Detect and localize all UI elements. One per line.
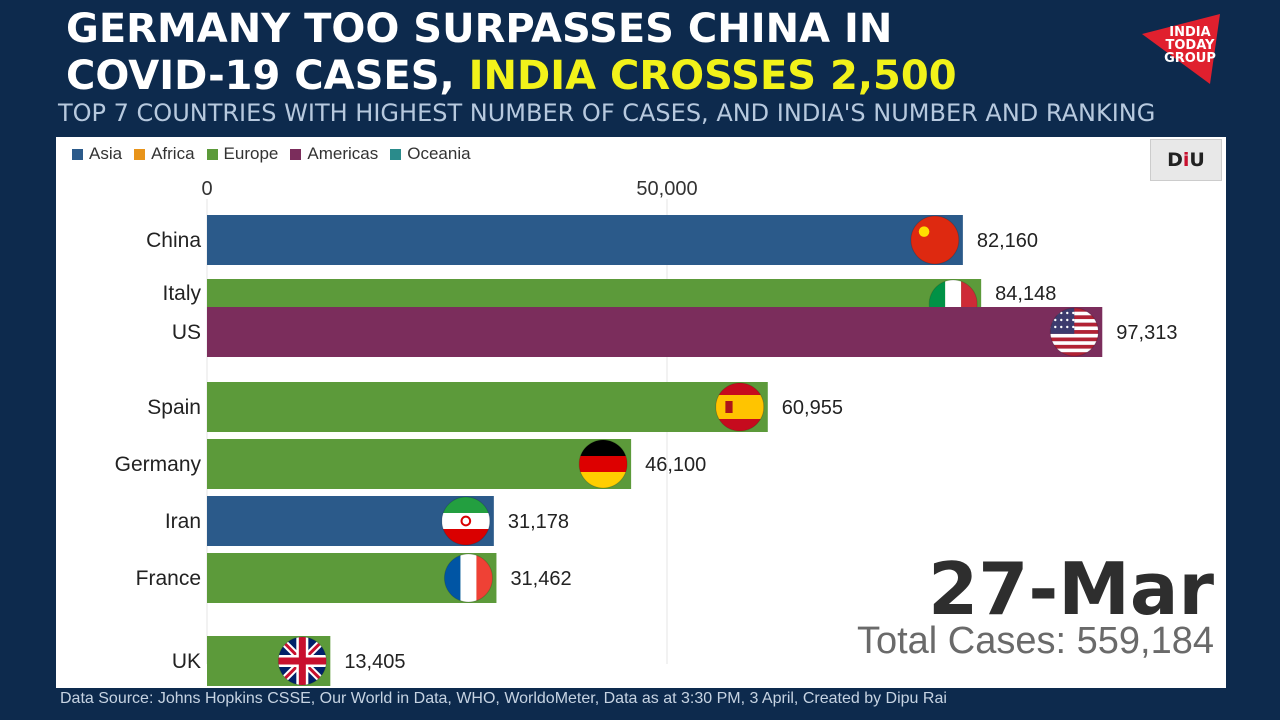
legend: Asia Africa Europe Americas Oceania	[72, 144, 471, 164]
value-label-italy: 84,148	[995, 283, 1056, 305]
china-flag	[910, 215, 960, 265]
value-label-germany: 46,100	[645, 454, 706, 476]
category-label-uk: UK	[172, 650, 201, 673]
diu-letter-i: i	[1182, 149, 1190, 171]
legend-label-europe: Europe	[223, 144, 279, 163]
value-label-spain: 60,955	[782, 397, 843, 419]
value-label-us: 97,313	[1116, 322, 1177, 344]
category-label-china: China	[146, 229, 201, 252]
legend-label-asia: Asia	[89, 144, 123, 163]
legend-item-asia: Asia	[72, 144, 122, 164]
data-source: Data Source: Johns Hopkins CSSE, Our Wor…	[60, 690, 947, 707]
legend-item-europe: Europe	[206, 144, 279, 164]
category-label-italy: Italy	[162, 282, 201, 305]
date-label: 27-Mar	[928, 547, 1214, 631]
category-label-germany: Germany	[115, 453, 202, 476]
headline-line-2-white: COVID-19 CASES,	[66, 53, 469, 99]
tick-label: 50,000	[636, 178, 697, 200]
headline-highlight: INDIA CROSSES 2,500	[468, 53, 957, 99]
headline-line-2: COVID-19 CASES, INDIA CROSSES 2,500	[66, 53, 1116, 100]
category-label-france: France	[136, 567, 201, 590]
legend-swatch-oceania	[390, 148, 402, 160]
logo-line-1: INDIA	[1169, 25, 1210, 40]
spain-flag	[715, 382, 765, 432]
headline-line-1: GERMANY TOO SURPASSES CHINA IN	[66, 6, 893, 52]
bar-china	[207, 215, 963, 265]
tick-label: 0	[201, 178, 212, 200]
headline: GERMANY TOO SURPASSES CHINA IN COVID-19 …	[66, 6, 1116, 100]
legend-swatch-americas	[290, 148, 302, 160]
bar-germany	[207, 439, 632, 489]
india-today-group-logo: INDIA TODAY GROUP	[1142, 14, 1220, 84]
chart-panel: Asia Africa Europe Americas Oceania DiU …	[56, 137, 1226, 688]
legend-label-oceania: Oceania	[407, 144, 471, 163]
us-flag	[1049, 307, 1099, 357]
subtitle: TOP 7 COUNTRIES WITH HIGHEST NUMBER OF C…	[58, 99, 1156, 127]
legend-swatch-africa	[134, 148, 146, 160]
uk-flag	[277, 636, 327, 686]
total-cases: Total Cases: 559,184	[856, 620, 1214, 662]
legend-item-africa: Africa	[134, 144, 195, 164]
legend-item-americas: Americas	[290, 144, 378, 164]
legend-label-africa: Africa	[151, 144, 195, 163]
bar-chart: 0 50,000 Italy 84,148 China 82,160 US 97,313 Spa…	[115, 178, 1177, 686]
category-label-spain: Spain	[147, 396, 201, 419]
france-flag	[443, 553, 493, 603]
logo-line-3: GROUP	[1164, 51, 1216, 66]
bar-us	[207, 307, 1103, 357]
diu-letter-d: D	[1167, 149, 1183, 171]
diu-letter-u: U	[1189, 149, 1205, 171]
value-label-uk: 13,405	[344, 651, 405, 673]
category-label-us: US	[172, 321, 201, 344]
value-label-china: 82,160	[977, 230, 1038, 252]
diu-watermark: DiU	[1150, 139, 1222, 181]
bar-spain	[207, 382, 768, 432]
value-label-iran: 31,178	[508, 511, 569, 533]
legend-item-oceania: Oceania	[390, 144, 471, 164]
logo-line-2: TODAY	[1166, 38, 1216, 53]
category-label-iran: Iran	[165, 510, 201, 533]
legend-label-americas: Americas	[307, 144, 379, 163]
value-label-france: 31,462	[510, 568, 571, 590]
legend-swatch-europe	[206, 148, 218, 160]
germany-flag	[578, 439, 628, 489]
iran-flag	[441, 496, 491, 546]
legend-swatch-asia	[72, 148, 83, 160]
